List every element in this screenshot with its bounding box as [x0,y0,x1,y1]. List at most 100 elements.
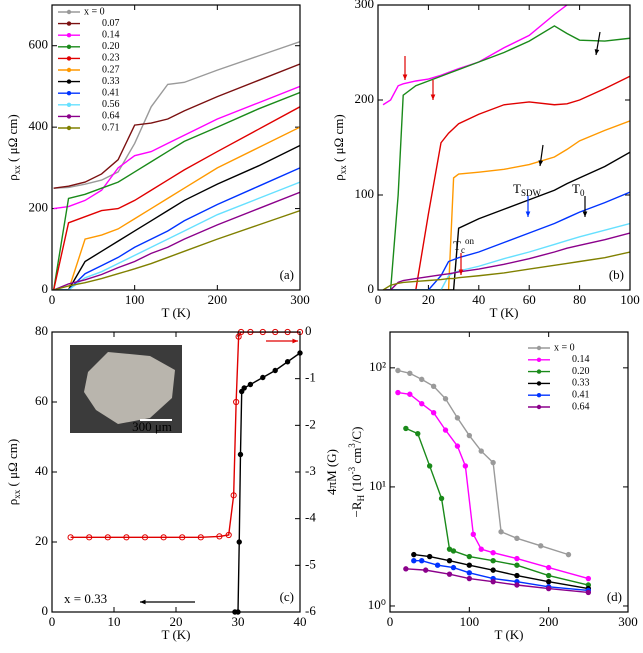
marker [466,570,473,576]
y2-tick-label: 0 [305,323,312,338]
series-line [383,151,630,290]
legend-marker [66,91,72,96]
x-tick-label: 100 [620,292,640,307]
series-line [383,120,630,290]
marker [233,398,240,406]
legend-marker [536,393,542,398]
marker [160,534,167,541]
legend-label: 0.14 [102,29,120,40]
marker [434,562,441,568]
marker [545,572,552,579]
x-axis-label: T (K) [161,305,190,320]
legend-label: 0.64 [102,111,120,122]
marker [466,432,473,439]
marker [284,359,291,365]
plot-frame [51,331,301,613]
marker [407,391,413,397]
panel-label: (b) [609,267,624,282]
marker [585,589,592,596]
marker [423,567,429,573]
series-line [405,568,589,594]
marker [462,463,469,469]
x-tick-label: 300 [618,614,638,629]
marker [426,463,433,469]
series-line [53,85,300,210]
legend-label: x = 0 [84,6,105,17]
y2-tick-label: -3 [305,463,316,478]
annotation: TSDW [513,181,541,198]
y-tick-label: 100 [355,186,375,201]
annotation: Tcon [453,236,474,255]
marker [123,534,130,541]
arrow-head [292,338,298,344]
y-tick-label: 300 [355,0,375,11]
marker [216,533,223,540]
marker [403,425,409,432]
x-tick-label: 100 [125,292,145,307]
legend-label: 0.56 [102,99,120,110]
annotation: T0 [572,181,585,198]
legend-label: 0.23 [102,53,120,64]
x-tick-label: 100 [460,614,480,629]
marker [514,555,520,562]
marker [247,381,254,388]
x-axis-label: T (K) [489,305,518,320]
marker [490,558,496,564]
x-tick-label: 0 [387,614,394,629]
marker [454,443,461,449]
x-tick-label: 20 [422,292,435,307]
marker [419,376,425,383]
y-tick-label: 200 [355,91,375,106]
y-axis-label: ρxx ( μΩ cm) [331,114,348,180]
marker [230,492,237,499]
marker [411,558,417,564]
legend-marker [66,125,72,131]
series-line [53,167,300,290]
panel-label: (c) [280,589,294,604]
marker [260,374,266,381]
legend-marker [66,67,72,73]
legend-label: 0.33 [572,378,590,389]
label-part: ( μΩ cm) [5,439,20,490]
label-part: T [453,238,461,253]
marker [395,389,401,396]
label-part: cm [349,448,364,467]
marker [236,539,242,545]
marker [426,553,433,560]
series-line [53,144,300,290]
y-tick-label: 0 [42,603,49,618]
label-part: T [572,181,580,196]
marker [446,558,453,564]
legend-marker [66,102,72,108]
y-tick-label: 80 [35,323,48,338]
marker [478,546,484,552]
x-tick-label: 40 [472,292,485,307]
marker [450,548,457,554]
label-part: ρ [5,174,20,181]
label-part: 3 [347,443,357,448]
marker [430,410,437,416]
y-tick-label: 600 [29,37,49,52]
marker [235,333,242,340]
panel-label: (a) [280,267,294,282]
marker [466,562,473,568]
series-line [70,332,300,539]
marker [419,400,425,407]
arrow-head [594,49,600,55]
y2-tick-label: -4 [305,510,316,525]
series-line [53,191,300,290]
y-tick-label: 10¹ [369,478,386,493]
marker [197,534,204,541]
label-part: on [465,236,475,246]
label-part: T [513,181,521,196]
arrow-head [458,269,464,275]
x-tick-label: 200 [208,292,228,307]
legend-marker [536,345,542,351]
legend-marker [536,369,542,374]
y-axis-label: −RH (10-3 cm3/C) [347,427,366,518]
y2-tick-label: -5 [305,556,316,571]
marker [466,575,473,582]
marker [585,575,592,582]
series-line [53,209,300,290]
scale-text: 300 μm [132,419,172,434]
